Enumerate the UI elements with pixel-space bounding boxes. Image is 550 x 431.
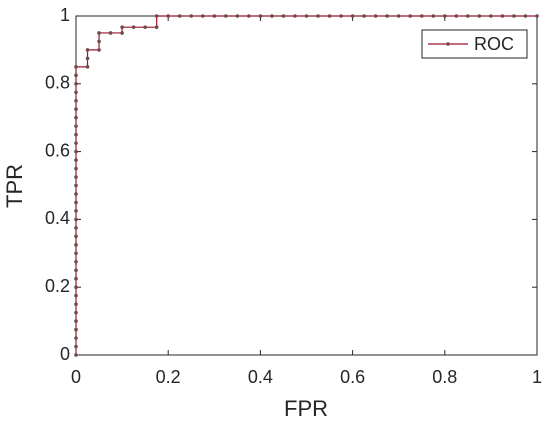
roc-marker <box>212 14 217 18</box>
roc-marker <box>74 115 78 120</box>
roc-marker <box>74 200 78 205</box>
y-tick-label: 1 <box>60 5 70 25</box>
roc-marker <box>339 14 343 18</box>
roc-marker <box>74 166 78 171</box>
legend-label: ROC <box>474 34 514 54</box>
roc-marker <box>247 14 251 18</box>
roc-marker <box>74 209 78 213</box>
roc-marker <box>74 226 78 230</box>
roc-marker <box>131 25 136 29</box>
roc-marker <box>189 14 194 18</box>
roc-marker <box>74 65 78 69</box>
roc-marker <box>512 14 516 18</box>
roc-marker <box>74 82 78 86</box>
roc-marker <box>74 234 78 239</box>
roc-marker <box>293 14 297 18</box>
roc-marker <box>304 14 309 18</box>
roc-marker <box>316 14 320 18</box>
roc-marker <box>74 149 78 154</box>
roc-marker <box>74 353 78 357</box>
x-tick-label: 1 <box>532 367 542 387</box>
roc-marker <box>177 14 182 18</box>
roc-marker <box>500 14 505 18</box>
roc-marker <box>443 14 447 18</box>
roc-marker <box>224 14 228 18</box>
y-tick-label: 0.6 <box>45 140 70 160</box>
roc-marker <box>74 285 78 290</box>
roc-marker <box>74 90 78 95</box>
x-tick-label: 0.6 <box>340 367 365 387</box>
roc-marker <box>120 25 124 29</box>
roc-marker <box>74 158 78 162</box>
roc-marker <box>466 14 470 18</box>
roc-marker <box>74 344 78 349</box>
roc-marker <box>431 14 436 18</box>
roc-marker <box>120 31 124 35</box>
roc-marker <box>74 243 78 247</box>
roc-marker <box>74 192 78 196</box>
roc-marker <box>396 14 401 18</box>
roc-marker <box>235 14 240 18</box>
roc-marker <box>143 25 147 29</box>
roc-marker <box>74 302 78 306</box>
roc-marker <box>74 217 78 222</box>
x-tick-label: 0.8 <box>432 367 457 387</box>
roc-marker <box>108 31 113 35</box>
roc-marker <box>362 14 366 18</box>
y-tick-label: 0.2 <box>45 276 70 296</box>
roc-marker <box>373 14 378 18</box>
x-tick-label: 0.2 <box>156 367 181 387</box>
roc-marker <box>74 268 78 273</box>
roc-marker <box>258 14 263 18</box>
roc-marker <box>74 319 78 323</box>
roc-marker <box>74 276 78 281</box>
roc-marker <box>85 48 90 52</box>
x-tick-label: 0.4 <box>248 367 273 387</box>
roc-marker <box>97 39 101 44</box>
roc-marker <box>74 73 78 78</box>
roc-marker <box>85 65 90 69</box>
roc-marker <box>74 175 78 179</box>
y-tick-label: 0 <box>60 344 70 364</box>
roc-marker <box>523 14 528 18</box>
roc-marker <box>270 14 274 18</box>
roc-marker <box>419 14 424 18</box>
legend-marker <box>446 42 450 46</box>
roc-marker <box>350 14 355 18</box>
roc-marker <box>154 14 159 18</box>
roc-marker <box>281 14 286 18</box>
roc-marker <box>74 141 78 145</box>
roc-marker <box>74 336 78 340</box>
roc-marker <box>74 251 78 256</box>
roc-marker <box>85 56 90 61</box>
x-axis-label: FPR <box>284 396 328 421</box>
roc-marker <box>74 124 78 128</box>
roc-marker <box>74 310 78 315</box>
y-tick-label: 0.8 <box>45 73 70 93</box>
roc-marker <box>74 132 78 137</box>
roc-marker <box>97 31 101 35</box>
roc-marker <box>535 14 539 18</box>
roc-marker <box>385 14 389 18</box>
y-axis-label: TPR <box>2 164 27 208</box>
roc-marker <box>154 25 159 29</box>
y-tick-label: 0.4 <box>45 208 70 228</box>
roc-marker <box>166 14 170 18</box>
x-tick-label: 0 <box>71 367 81 387</box>
roc-marker <box>454 14 459 18</box>
roc-marker <box>408 14 413 18</box>
roc-marker <box>74 183 78 188</box>
plot-area <box>75 15 538 356</box>
roc-marker <box>327 14 332 18</box>
roc-marker <box>74 107 78 112</box>
roc-marker <box>97 48 101 52</box>
roc-marker <box>74 98 78 103</box>
roc-marker <box>74 327 78 332</box>
roc-marker <box>489 14 493 18</box>
roc-marker <box>74 293 78 298</box>
roc-marker <box>74 259 78 264</box>
roc-marker <box>200 14 205 18</box>
roc-marker <box>477 14 482 18</box>
